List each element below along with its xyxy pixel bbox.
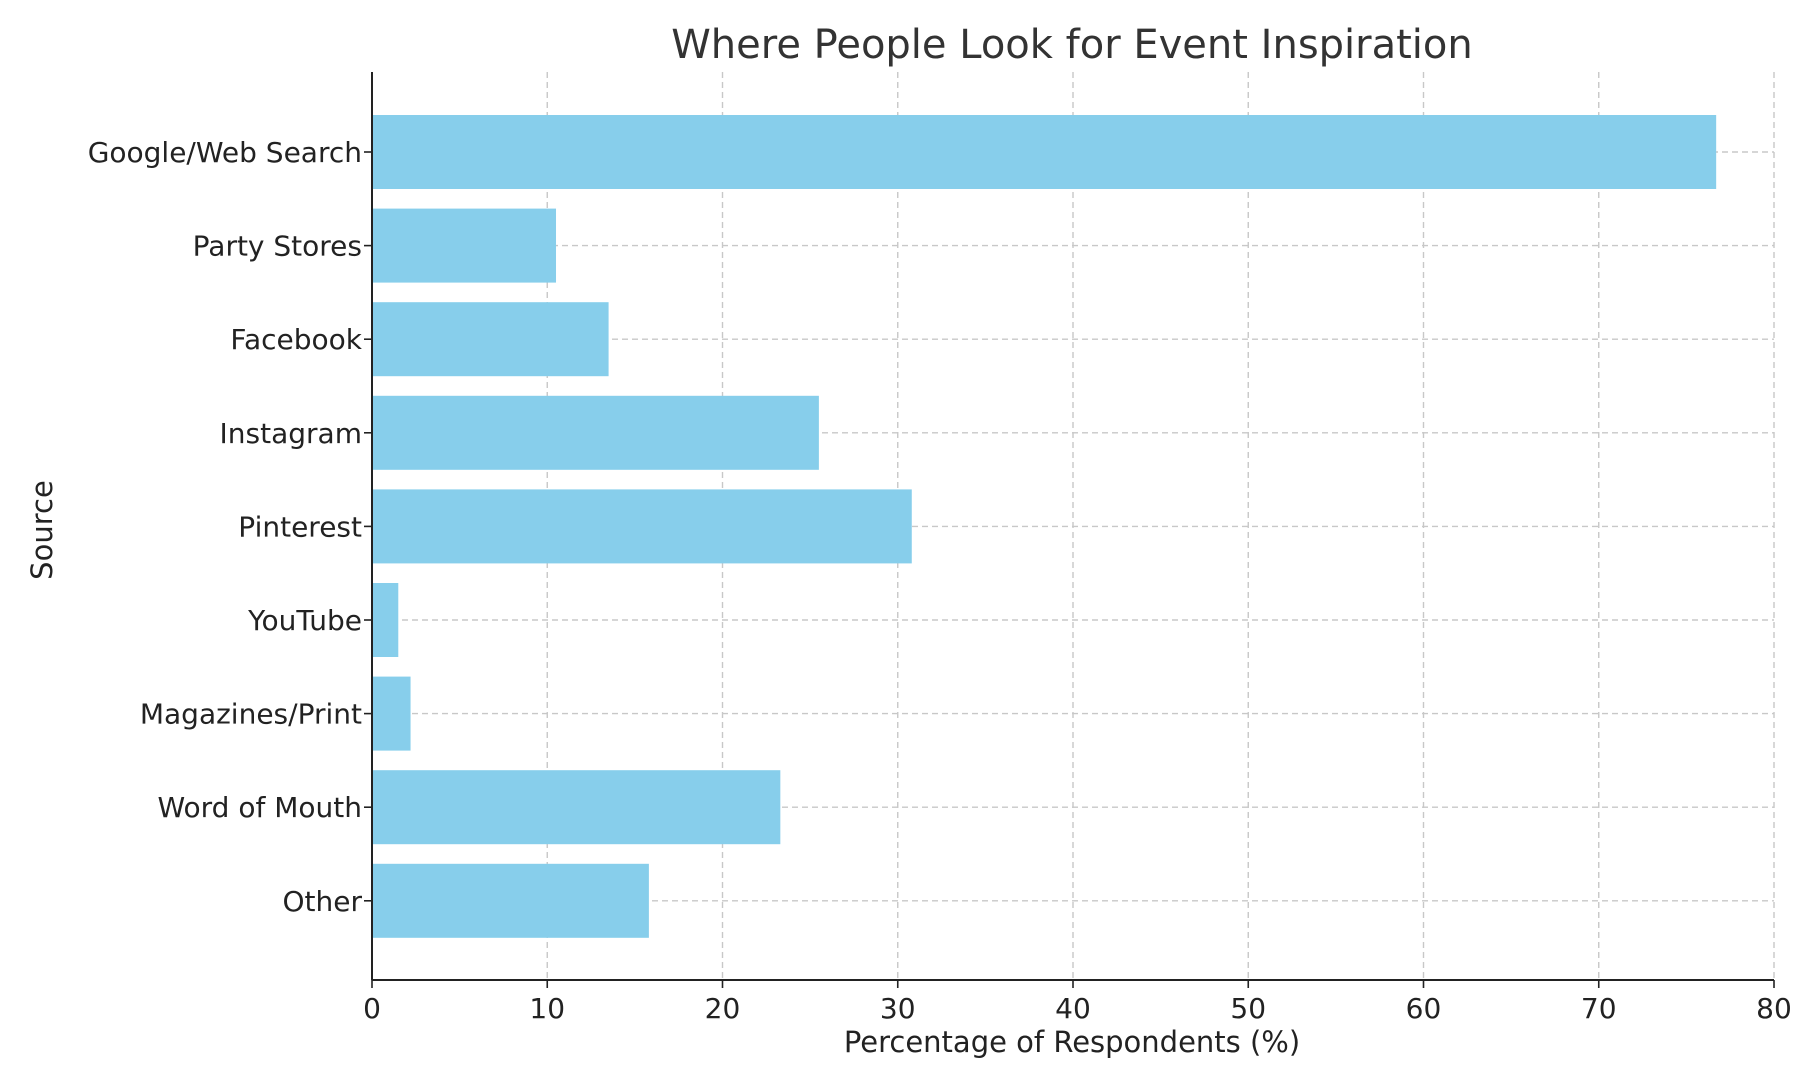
- x-tick-label: 0: [363, 992, 381, 1025]
- bar: [372, 115, 1717, 189]
- x-axis-label: Percentage of Respondents (%): [844, 1025, 1300, 1059]
- y-tick-label: Facebook: [230, 323, 362, 356]
- bar: [372, 863, 649, 938]
- x-tick-label: 30: [880, 992, 916, 1025]
- x-tick-label: 70: [1581, 992, 1617, 1025]
- y-axis-label: Source: [25, 480, 59, 580]
- x-tick-label: 60: [1406, 992, 1442, 1025]
- y-tick-label: Word of Mouth: [157, 791, 362, 824]
- bar: [372, 208, 557, 283]
- y-tick-label: Magazines/Print: [140, 698, 362, 731]
- bar: [372, 676, 411, 751]
- x-tick-label: 50: [1230, 992, 1266, 1025]
- bars: [372, 115, 1717, 938]
- bar: [372, 583, 399, 657]
- bar: [372, 489, 912, 564]
- y-tick-label: Other: [282, 885, 362, 918]
- y-tick-label: Pinterest: [238, 510, 362, 543]
- chart-title: Where People Look for Event Inspiration: [671, 22, 1473, 68]
- x-tick-label: 10: [529, 992, 565, 1025]
- bar: [372, 395, 819, 470]
- y-tick-label: Google/Web Search: [88, 136, 362, 169]
- x-tick-label: 40: [1055, 992, 1091, 1025]
- y-tick-label: YouTube: [247, 604, 362, 637]
- x-tick-label: 80: [1756, 992, 1792, 1025]
- ticks: 0 10 20 30 40 50 60 70 80 Google/Web Search Party …: [88, 136, 1792, 1025]
- x-tick-label: 20: [705, 992, 741, 1025]
- y-tick-label: Instagram: [220, 417, 362, 450]
- y-tick-label: Party Stores: [193, 230, 362, 263]
- bar: [372, 302, 609, 377]
- bar: [372, 770, 781, 845]
